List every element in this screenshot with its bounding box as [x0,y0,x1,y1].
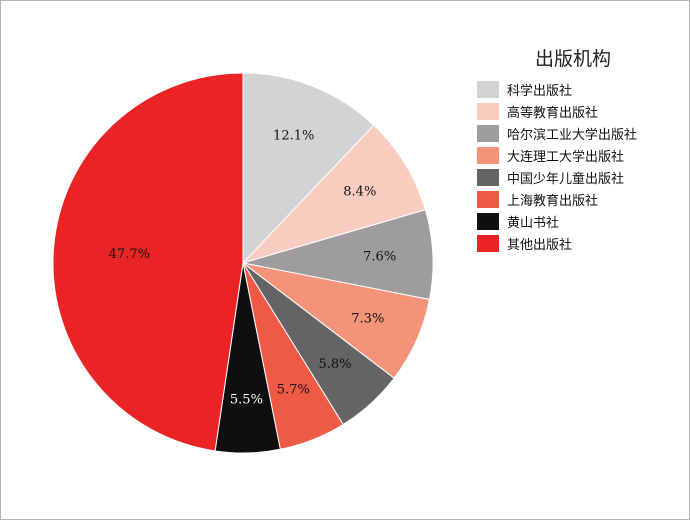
legend-swatch-5 [477,190,499,208]
legend-item-0: 科学出版社 [477,78,682,100]
legend-swatch-2 [477,124,499,142]
legend-swatch-4 [477,168,499,186]
legend-item-2: 哈尔滨工业大学出版社 [477,122,682,144]
legend-label-1: 高等教育出版社 [507,105,599,121]
legend-label-3: 大连理工大学出版社 [507,149,625,165]
pie-slice-7 [52,72,244,452]
legend-title: 出版机构 [535,48,612,70]
pie-slice-0 [242,72,375,265]
slice-label-6: 5.5% [230,392,263,407]
slice-label-5: 5.7% [277,383,310,398]
legend-swatch-6 [477,212,499,230]
legend-label-6: 黄山书社 [507,215,560,231]
legend-item-5: 上海教育出版社 [477,188,682,210]
legend-item-4: 中国少年儿童出版社 [477,166,682,188]
legend: 出版机构 科学出版社高等教育出版社哈尔滨工业大学出版社 大连理工大学出版社 中国少年… [477,47,682,254]
legend-swatch-1 [477,102,499,120]
legend-label-2: 哈尔滨工业大学出版社 [507,127,638,143]
pie-slice-1 [241,124,427,264]
legend-swatch-3 [477,146,499,164]
slice-label-3: 7.3% [351,312,384,327]
legend-swatch-0 [477,80,499,98]
legend-label-5: 上海教育出版社 [507,193,599,209]
legend-swatch-7 [477,234,499,252]
slice-label-0: 12.1% [273,128,314,143]
legend-label-7: 其他出版社 [507,237,573,253]
slice-label-7: 47.7% [109,247,150,262]
legend-item-3: 大连理工大学出版社 [477,144,682,166]
legend-list: 科学出版社高等教育出版社哈尔滨工业大学出版社 大连理工大学出版社 中国少年儿童出版社… [477,78,682,254]
slice-label-1: 8.4% [343,184,376,199]
legend-label-4: 中国少年儿童出版社 [507,171,625,187]
legend-label-0: 科学出版社 [507,83,573,99]
legend-item-1: 高等教育出版社 [477,100,682,122]
legend-item-6: 黄山书社 [477,210,682,232]
legend-item-7: 其他出版社 [477,232,682,254]
slice-label-2: 7.6% [363,249,396,264]
slice-label-4: 5.8% [318,357,351,372]
